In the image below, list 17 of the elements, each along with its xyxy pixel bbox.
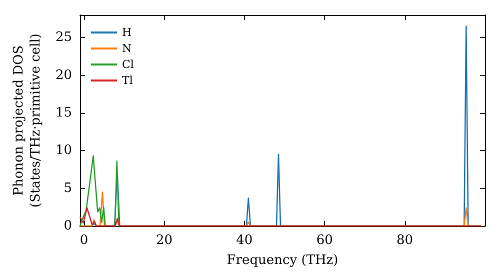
x-tick-label: 80 xyxy=(396,233,414,248)
y-tick-label: 5 xyxy=(64,180,72,196)
legend-label: H xyxy=(122,26,132,39)
x-tick-label: 0 xyxy=(80,233,88,248)
legend-label: Cl xyxy=(122,58,134,71)
x-tick-label: 20 xyxy=(156,233,172,248)
y-tick-label: 0 xyxy=(64,218,72,234)
x-axis-title: Frequency (THz) xyxy=(226,252,338,268)
y-tick-label: 20 xyxy=(55,68,72,83)
y-tick-label: 10 xyxy=(55,143,72,158)
x-tick-label: 40 xyxy=(236,233,253,248)
y-tick-label: 15 xyxy=(55,105,72,120)
legend-label: N xyxy=(122,42,132,55)
y-tick-label: 25 xyxy=(55,30,72,46)
x-tick-label: 60 xyxy=(316,233,333,248)
legend-label: Tl xyxy=(122,74,134,87)
y-axis-title: Phonon projected DOS (States/THz·primitive cell) xyxy=(12,33,44,208)
